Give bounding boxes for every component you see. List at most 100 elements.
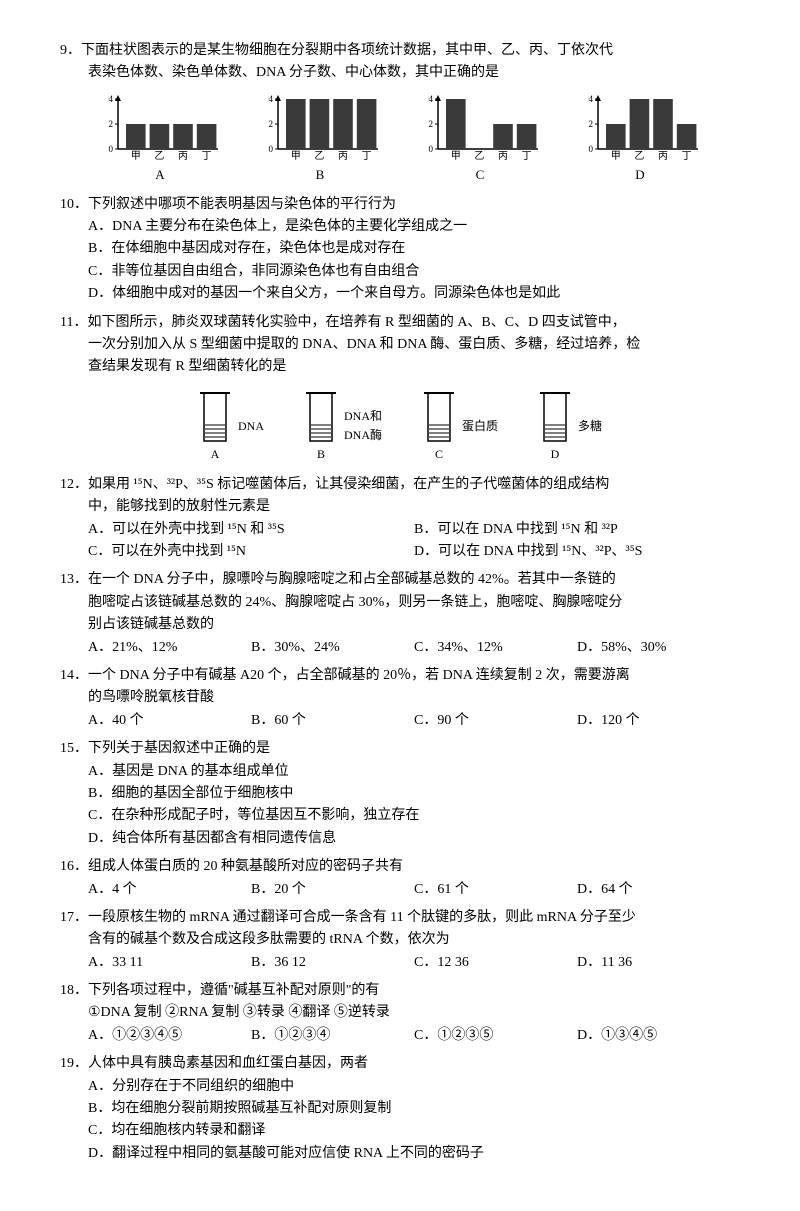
opt-b: B．细胞的基因全部位于细胞核中 (60, 783, 740, 805)
svg-text:2: 2 (589, 119, 594, 129)
opt-c: C．61 个 (414, 879, 577, 901)
bar-chart-icon: 024甲乙丙丁 (420, 93, 540, 163)
svg-text:0: 0 (269, 144, 274, 154)
svg-text:丁: 丁 (362, 151, 372, 162)
opt-c: C．12 36 (414, 952, 577, 974)
svg-text:丙: 丙 (658, 151, 668, 162)
tube-icon (538, 389, 572, 445)
opt-b: B．36 12 (251, 952, 414, 974)
chart-label: C (420, 165, 540, 186)
opt-a: A．21%、12% (88, 637, 251, 659)
svg-text:乙: 乙 (634, 150, 644, 162)
opt-c: C．34%、12% (414, 637, 577, 659)
tube-box: C蛋白质 (422, 389, 498, 464)
svg-text:乙: 乙 (314, 150, 324, 162)
bar-chart-icon: 024甲乙丙丁 (260, 93, 380, 163)
svg-text:4: 4 (269, 94, 274, 104)
opt-a: A．DNA 主要分布在染色体上，是染色体的主要化学组成之一 (60, 216, 740, 238)
q-num: 16． (60, 859, 88, 874)
charts-row: 024甲乙丙丁A024甲乙丙丁B024甲乙丙丁C024甲乙丙丁D (60, 93, 740, 186)
q-text: 胞嘧啶占该链碱基总数的 24%、胸腺嘧啶占 30%，则另一条链上，胞嘧啶、胸腺嘧… (60, 592, 740, 614)
q-line: ①DNA 复制 ②RNA 复制 ③转录 ④翻译 ⑤逆转录 (60, 1002, 740, 1024)
svg-text:2: 2 (429, 119, 434, 129)
opt-d: D．64 个 (577, 879, 740, 901)
chart-label: A (100, 165, 220, 186)
tube-text: 多糖 (578, 417, 602, 436)
tube-label: D (551, 445, 560, 464)
svg-text:0: 0 (109, 144, 114, 154)
q-text: 一段原核生物的 mRNA 通过翻译可合成一条含有 11 个肽键的多肽，则此 mR… (88, 910, 636, 925)
opt-a: A．33 11 (88, 952, 251, 974)
opt-c: C．①②③⑤ (414, 1025, 577, 1047)
chart-label: D (580, 165, 700, 186)
opt-c: C．非等位基因自由组合，非同源染色体也有自由组合 (60, 261, 740, 283)
opt-d: D．体细胞中成对的基因一个来自父方，一个来自母方。同源染色体也是如此 (60, 283, 740, 305)
tube-box: D 多糖 (538, 389, 602, 464)
opt-d: D．可以在 DNA 中找到 ¹⁵N、³²P、³⁵S (414, 541, 740, 563)
q-text: 别占该链碱基总数的 (60, 614, 740, 636)
svg-text:甲: 甲 (451, 151, 461, 162)
chart-box: 024甲乙丙丁A (100, 93, 220, 186)
q-text: 人体中具有胰岛素基因和血红蛋白基因，两者 (88, 1056, 368, 1071)
opt-b: B．在体细胞中基因成对存在，染色体也是成对存在 (60, 238, 740, 260)
opt-b: B．①②③④ (251, 1025, 414, 1047)
q-text: 一次分别加入从 S 型细菌中提取的 DNA、DNA 和 DNA 酶、蛋白质、多糖… (60, 334, 740, 356)
tube-box: A DNA (198, 389, 264, 464)
q-num: 12． (60, 477, 88, 492)
svg-text:甲: 甲 (291, 151, 301, 162)
q-text: 下列叙述中哪项不能表明基因与染色体的平行行为 (88, 197, 396, 212)
svg-text:丙: 丙 (178, 151, 188, 162)
tube-label: C (435, 445, 443, 464)
tube-icon (304, 389, 338, 445)
q-text: 查结果发现有 R 型细菌转化的是 (60, 356, 740, 378)
opt-d: D．120 个 (577, 710, 740, 732)
bar-chart-icon: 024甲乙丙丁 (100, 93, 220, 163)
opt-a: A．①②③④⑤ (88, 1025, 251, 1047)
chart-label: B (260, 165, 380, 186)
chart-box: 024甲乙丙丁B (260, 93, 380, 186)
q-text: 一个 DNA 分子中有碱基 A20 个，占全部碱基的 20％，若 DNA 连续复… (88, 668, 630, 683)
svg-text:4: 4 (429, 94, 434, 104)
opt-a: A．分别存在于不同组织的细胞中 (60, 1076, 740, 1098)
opt-d: D．11 36 (577, 952, 740, 974)
opt-b: B．60 个 (251, 710, 414, 732)
q-text: 在一个 DNA 分子中，腺嘌呤与胸腺嘧啶之和占全部碱基总数的 42%。若其中一条… (88, 572, 616, 587)
tube-text: DNA (238, 417, 264, 436)
opt-c: C．可以在外壳中找到 ¹⁵N (88, 541, 414, 563)
q-text: 下列关于基因叙述中正确的是 (88, 741, 270, 756)
q-num: 10． (60, 197, 88, 212)
svg-text:丁: 丁 (682, 151, 692, 162)
q-num: 18． (60, 983, 88, 998)
q-num: 13． (60, 572, 88, 587)
svg-text:丁: 丁 (202, 151, 212, 162)
tube-label: A (211, 445, 220, 464)
svg-text:0: 0 (589, 144, 594, 154)
q-num: 14． (60, 668, 88, 683)
q-num: 11． (60, 315, 87, 330)
opt-a: A．4 个 (88, 879, 251, 901)
svg-text:丁: 丁 (522, 151, 532, 162)
q-text: 如果用 ¹⁵N、³²P、³⁵S 标记噬菌体后，让其侵染细菌，在产生的子代噬菌体的… (88, 477, 609, 492)
opt-a: A．40 个 (88, 710, 251, 732)
opt-a: A．基因是 DNA 的基本组成单位 (60, 761, 740, 783)
opt-d: D．纯合体所有基因都含有相同遗传信息 (60, 828, 740, 850)
svg-text:4: 4 (109, 94, 114, 104)
chart-box: 024甲乙丙丁D (580, 93, 700, 186)
tube-icon (422, 389, 456, 445)
q-text: 中，能够找到的放射性元素是 (60, 496, 740, 518)
bar-chart-icon: 024甲乙丙丁 (580, 93, 700, 163)
q-num: 17． (60, 910, 88, 925)
opt-b: B．均在细胞分裂前期按照碱基互补配对原则复制 (60, 1098, 740, 1120)
svg-text:甲: 甲 (131, 151, 141, 162)
opt-c: C．在杂种形成配子时，等位基因互不影响，独立存在 (60, 805, 740, 827)
q-num: 15． (60, 741, 88, 756)
q-num: 19． (60, 1056, 88, 1071)
svg-text:乙: 乙 (154, 150, 164, 162)
q-text: 含有的碱基个数及合成这段多肽需要的 tRNA 个数，依次为 (60, 929, 740, 951)
svg-text:乙: 乙 (474, 150, 484, 162)
tube-text: DNA和DNA酶 (344, 407, 382, 445)
svg-text:丙: 丙 (498, 151, 508, 162)
opt-d: D．翻译过程中相同的氨基酸可能对应信使 RNA 上不同的密码子 (60, 1143, 740, 1165)
tube-label: B (317, 445, 325, 464)
opt-d: D．58%、30% (577, 637, 740, 659)
